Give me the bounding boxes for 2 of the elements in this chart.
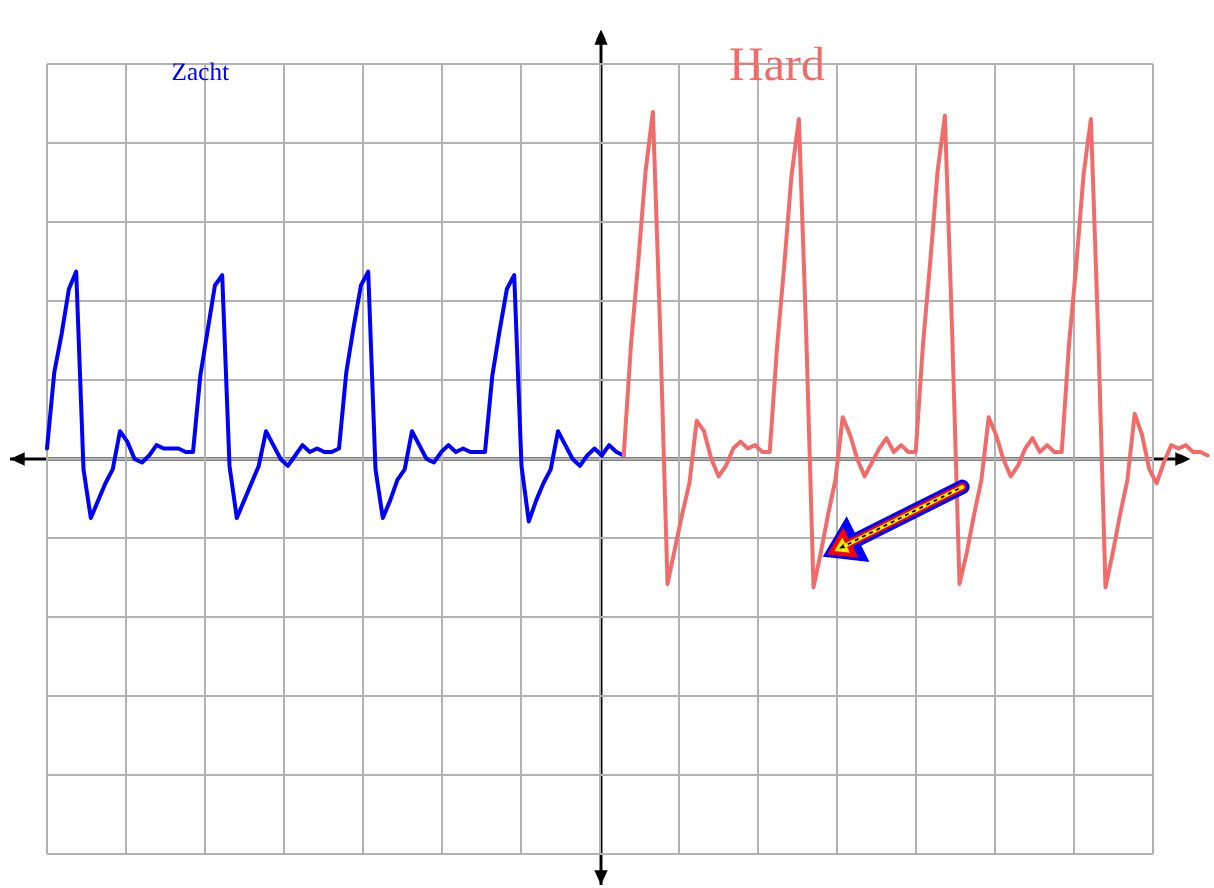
text: Zacht — [172, 62, 229, 81]
series-label: Hard — [730, 46, 825, 81]
